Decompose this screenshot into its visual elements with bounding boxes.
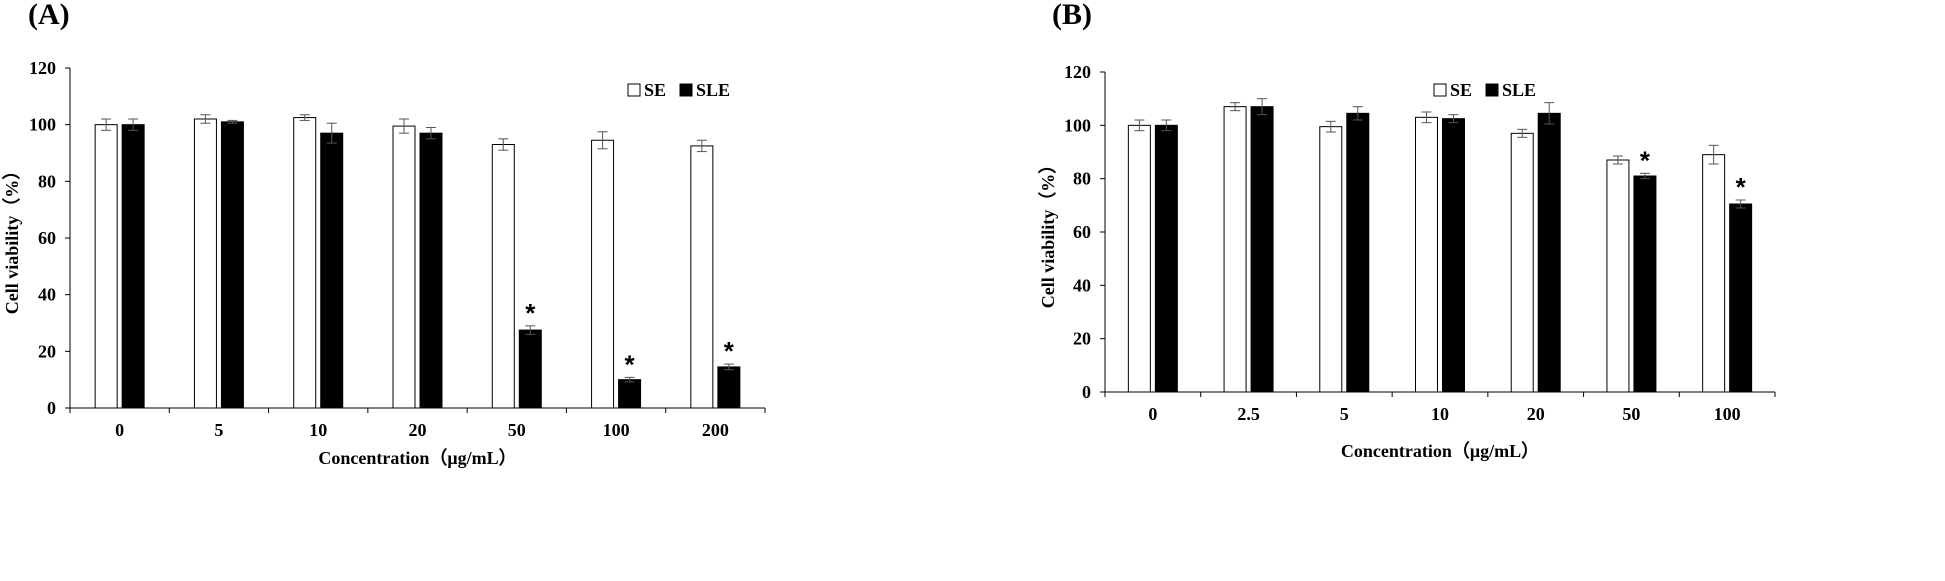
x-axis-title: Concentration（μg/mL） <box>318 448 516 468</box>
y-tick-label: 100 <box>29 115 56 135</box>
bar-se <box>1223 106 1247 393</box>
bar-sle <box>618 379 642 409</box>
y-axis-title: Cell viability（%） <box>2 162 22 315</box>
chart-panel-b: (B) 0 20 40 60 80 100 120 0 2.5 5 10 20 * 50 * 100 Conce… <box>1030 0 1945 581</box>
x-tick-label: 10 <box>1431 404 1449 424</box>
bar-se <box>690 145 714 409</box>
bar-sle <box>717 366 741 409</box>
bar-se <box>94 124 118 409</box>
x-tick-label: 20 <box>409 420 427 440</box>
bar-sle <box>220 121 244 409</box>
y-tick-label: 80 <box>38 171 56 191</box>
x-tick-label: 0 <box>1148 404 1157 424</box>
legend-swatch-se <box>1433 83 1447 97</box>
bar-sle <box>518 329 542 409</box>
x-tick-label: 5 <box>214 420 223 440</box>
legend-swatch-sle <box>1485 83 1499 97</box>
bar-sle <box>1537 112 1561 393</box>
legend-swatch-se <box>627 83 641 97</box>
y-axis-title: Cell viability（%） <box>1038 156 1058 309</box>
legend-label-se: SE <box>644 80 666 100</box>
significance-marker: * <box>1736 172 1747 202</box>
y-tick-label: 20 <box>1073 329 1091 349</box>
bar-se <box>491 144 515 409</box>
bar-sle <box>419 132 443 409</box>
y-tick-label: 60 <box>1073 222 1091 242</box>
y-tick-label: 0 <box>47 398 56 418</box>
bar-se <box>1127 124 1151 393</box>
significance-marker: * <box>724 336 735 366</box>
panel-label: (A) <box>28 0 70 31</box>
bar-sle <box>1250 106 1274 393</box>
y-tick-label: 120 <box>1064 62 1091 82</box>
bar-se <box>193 118 217 409</box>
bar-se <box>591 139 615 409</box>
x-tick-label: 50 <box>508 420 526 440</box>
legend-label-sle: SLE <box>696 80 730 100</box>
bar-sle <box>1442 118 1465 393</box>
x-tick-label: 5 <box>1340 404 1349 424</box>
bar-sle <box>121 124 145 409</box>
significance-marker: * <box>1640 145 1651 175</box>
y-tick-label: 120 <box>29 58 56 78</box>
y-tick-label: 20 <box>38 341 56 361</box>
legend-swatch-sle <box>679 83 693 97</box>
chart-panel-a: (A) 0 20 40 60 80 100 120 0 5 10 20 * 50 * 100 * 200 Conc… <box>0 0 960 581</box>
bar-sle <box>1729 203 1753 393</box>
significance-marker: * <box>625 349 636 379</box>
x-tick-label: 20 <box>1527 404 1545 424</box>
x-tick-label: 0 <box>115 420 124 440</box>
bar-chart-a: 0 20 40 60 80 100 120 0 5 10 20 * 50 * 100 * 200 Concentr… <box>2 58 766 468</box>
x-tick-label: 200 <box>702 420 729 440</box>
y-tick-label: 0 <box>1082 382 1091 402</box>
legend-label-sle: SLE <box>1502 80 1536 100</box>
x-axis-title: Concentration（μg/mL） <box>1341 441 1539 461</box>
bar-sle <box>1633 175 1657 393</box>
legend-label-se: SE <box>1450 80 1472 100</box>
x-tick-label: 10 <box>309 420 327 440</box>
x-tick-label: 100 <box>603 420 630 440</box>
y-tick-label: 40 <box>38 285 56 305</box>
bar-se <box>1510 132 1534 393</box>
x-tick-label: 100 <box>1714 404 1741 424</box>
x-tick-label: 2.5 <box>1237 404 1260 424</box>
y-tick-label: 60 <box>38 228 56 248</box>
y-tick-label: 100 <box>1064 115 1091 135</box>
panel-label: (B) <box>1052 0 1092 31</box>
significance-marker: * <box>525 298 536 328</box>
bar-se <box>1319 126 1343 393</box>
bar-se <box>1415 116 1438 393</box>
bar-chart-b: 0 20 40 60 80 100 120 0 2.5 5 10 20 * 50 * 100 Concentra… <box>1038 62 1776 461</box>
x-tick-label: 50 <box>1622 404 1640 424</box>
bar-se <box>1702 154 1726 393</box>
bar-se <box>1606 159 1630 393</box>
bar-sle <box>320 132 344 409</box>
bar-se <box>293 117 317 409</box>
bar-sle <box>1154 124 1178 393</box>
bar-se <box>392 125 416 409</box>
bar-sle <box>1346 112 1370 393</box>
y-tick-label: 40 <box>1073 275 1091 295</box>
y-tick-label: 80 <box>1073 169 1091 189</box>
